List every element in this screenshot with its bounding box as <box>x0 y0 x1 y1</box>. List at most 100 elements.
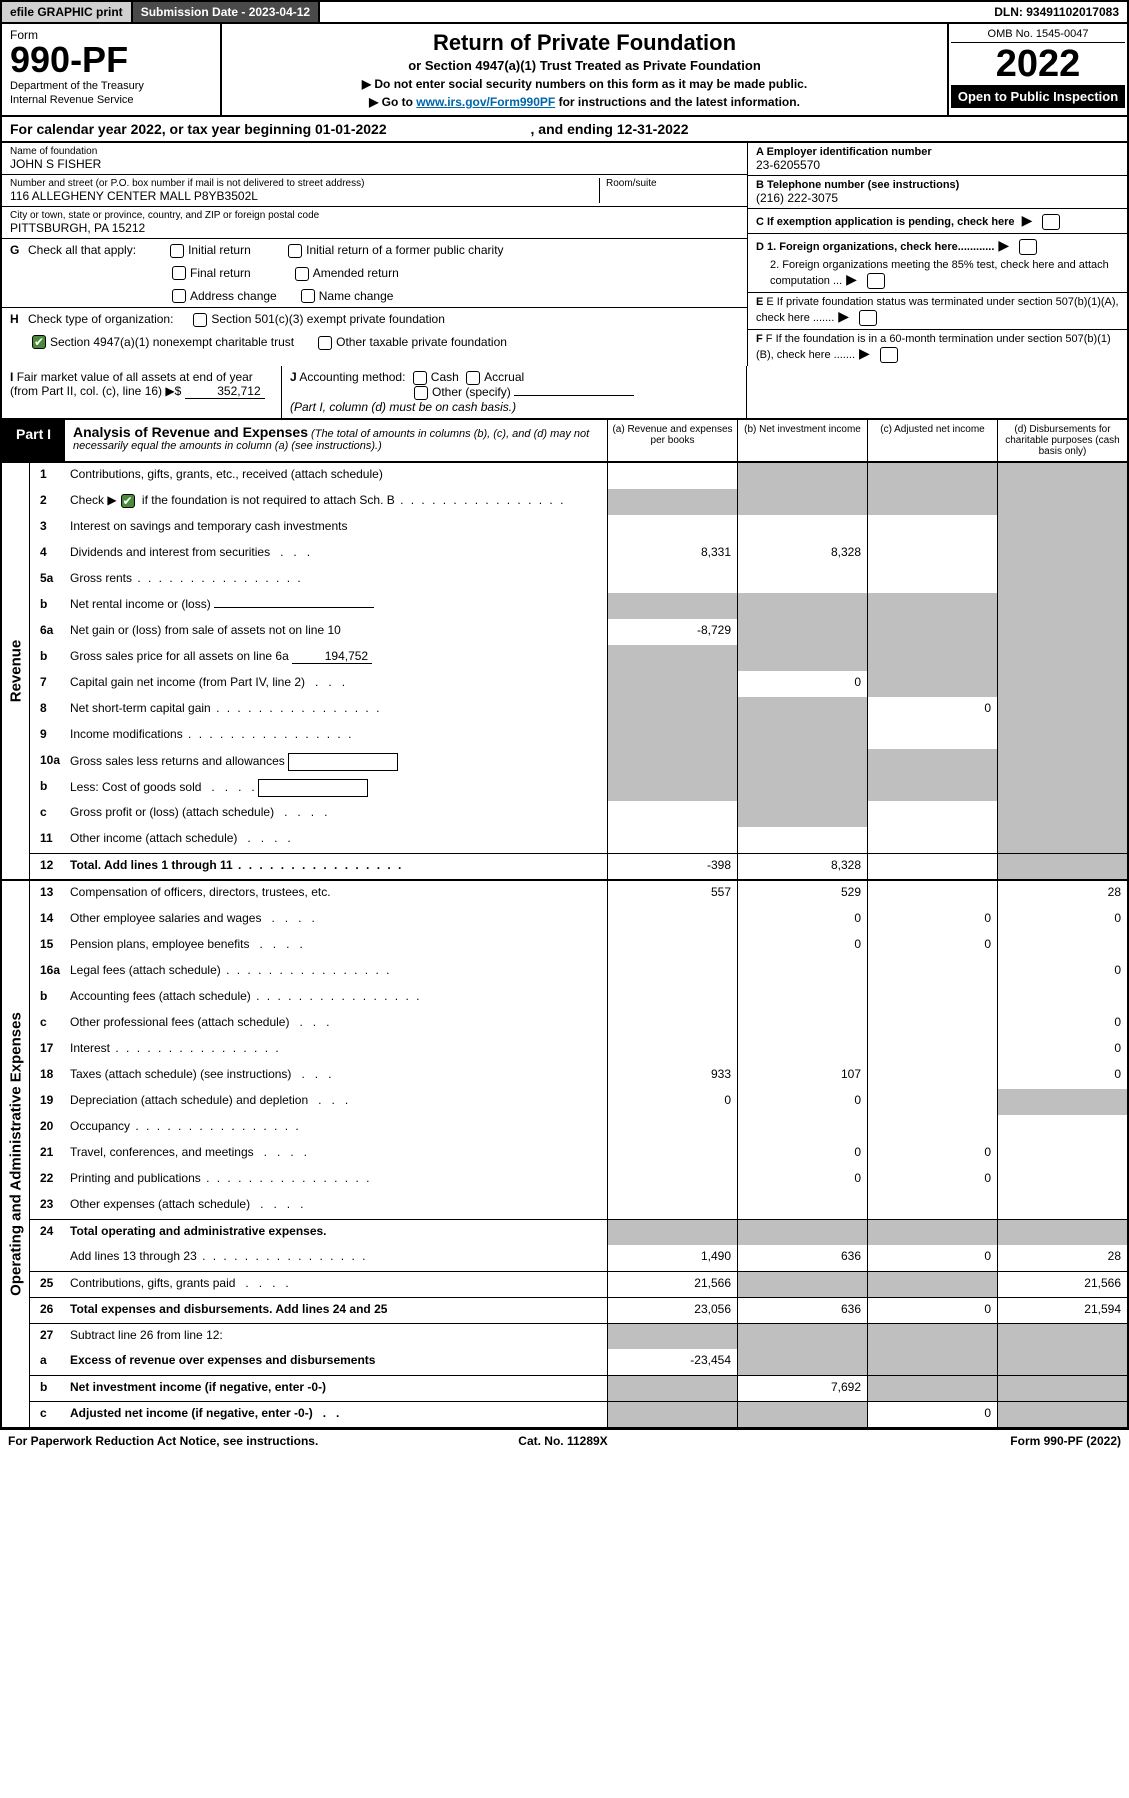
line-27a: aExcess of revenue over expenses and dis… <box>30 1349 1127 1375</box>
accounting-method-cell: J Accounting method: Cash Accrual Other … <box>282 366 747 418</box>
form-subtitle: or Section 4947(a)(1) Trust Treated as P… <box>232 58 937 73</box>
checkbox-other-method[interactable] <box>414 386 428 400</box>
input-10b[interactable] <box>258 779 368 797</box>
expenses-side-label: Operating and Administrative Expenses <box>2 881 30 1427</box>
c-exemption-cell: C If exemption application is pending, c… <box>748 209 1127 234</box>
form-title: Return of Private Foundation <box>232 30 937 56</box>
checkbox-amended[interactable] <box>295 267 309 281</box>
line-1: 1Contributions, gifts, grants, etc., rec… <box>30 463 1127 489</box>
form-note-2: ▶ Go to www.irs.gov/Form990PF for instru… <box>232 95 937 109</box>
line-13: 13Compensation of officers, directors, t… <box>30 881 1127 907</box>
checkbox-d2[interactable] <box>867 273 885 289</box>
expenses-table: Operating and Administrative Expenses 13… <box>0 881 1129 1429</box>
part1-header: Part I Analysis of Revenue and Expenses … <box>0 420 1129 463</box>
checkbox-schB[interactable]: ✔ <box>121 494 135 508</box>
revenue-table: Revenue 1Contributions, gifts, grants, e… <box>0 463 1129 881</box>
line-11: 11Other income (attach schedule) . . . . <box>30 827 1127 853</box>
line-2: 2Check ▶✔ if the foundation is not requi… <box>30 489 1127 515</box>
open-inspection: Open to Public Inspection <box>951 85 1125 108</box>
footer-cat: Cat. No. 11289X <box>518 1434 607 1448</box>
checkbox-d1[interactable] <box>1019 239 1037 255</box>
checkbox-final-return[interactable] <box>172 266 186 280</box>
room-suite-label: Room/suite <box>606 178 739 189</box>
col-c-header: (c) Adjusted net income <box>867 420 997 461</box>
col-a-header: (a) Revenue and expenses per books <box>607 420 737 461</box>
form-note-1: ▶ Do not enter social security numbers o… <box>232 77 937 91</box>
e-terminated-cell: E E If private foundation status was ter… <box>748 293 1127 330</box>
irs-link[interactable]: www.irs.gov/Form990PF <box>416 95 555 109</box>
line-27: 27Subtract line 26 from line 12: <box>30 1323 1127 1349</box>
line-18: 18Taxes (attach schedule) (see instructi… <box>30 1063 1127 1089</box>
i-j-row: I Fair market value of all assets at end… <box>0 366 1129 420</box>
checkbox-f[interactable] <box>880 347 898 363</box>
form-header: Form 990-PF Department of the Treasury I… <box>0 24 1129 117</box>
line-26: 26Total expenses and disbursements. Add … <box>30 1297 1127 1323</box>
line-15: 15Pension plans, employee benefits . . .… <box>30 933 1127 959</box>
line-8: 8Net short-term capital gain0 <box>30 697 1127 723</box>
line-16a: 16aLegal fees (attach schedule)0 <box>30 959 1127 985</box>
line-22: 22Printing and publications00 <box>30 1167 1127 1193</box>
col-d-header: (d) Disbursements for charitable purpose… <box>997 420 1127 461</box>
line-6b: bGross sales price for all assets on lin… <box>30 645 1127 671</box>
dln-number: DLN: 93491102017083 <box>986 2 1127 22</box>
dept-irs: Internal Revenue Service <box>10 94 212 106</box>
footer-left: For Paperwork Reduction Act Notice, see … <box>8 1434 318 1448</box>
year-box: OMB No. 1545-0047 2022 Open to Public In… <box>947 24 1127 115</box>
line-23: 23Other expenses (attach schedule) . . .… <box>30 1193 1127 1219</box>
line-27b: bNet investment income (if negative, ent… <box>30 1375 1127 1401</box>
calendar-year-row: For calendar year 2022, or tax year begi… <box>0 117 1129 143</box>
input-10a[interactable] <box>288 753 398 771</box>
efile-print-button[interactable]: efile GRAPHIC print <box>2 2 133 22</box>
line-5b: bNet rental income or (loss) <box>30 593 1127 619</box>
fmv-cell: I Fair market value of all assets at end… <box>2 366 282 418</box>
line-9: 9Income modifications <box>30 723 1127 749</box>
checkbox-other-taxable[interactable] <box>318 336 332 350</box>
checkbox-c[interactable] <box>1042 214 1060 230</box>
col-b-header: (b) Net investment income <box>737 420 867 461</box>
line-3: 3Interest on savings and temporary cash … <box>30 515 1127 541</box>
line-25: 25Contributions, gifts, grants paid . . … <box>30 1271 1127 1297</box>
checkbox-name-change[interactable] <box>301 289 315 303</box>
tax-year: 2022 <box>951 43 1125 85</box>
dept-treasury: Department of the Treasury <box>10 80 212 92</box>
checkbox-e[interactable] <box>859 310 877 326</box>
line-5a: 5aGross rents <box>30 567 1127 593</box>
city-cell: City or town, state or province, country… <box>2 207 747 239</box>
line-4: 4Dividends and interest from securities … <box>30 541 1127 567</box>
f-spacer <box>747 366 1127 418</box>
identification-block: Name of foundation JOHN S FISHER Number … <box>0 143 1129 366</box>
checkbox-4947a1[interactable]: ✔ <box>32 335 46 349</box>
line-10c: cGross profit or (loss) (attach schedule… <box>30 801 1127 827</box>
line-21: 21Travel, conferences, and meetings . . … <box>30 1141 1127 1167</box>
line-17: 17Interest0 <box>30 1037 1127 1063</box>
phone-cell: B Telephone number (see instructions) (2… <box>748 176 1127 209</box>
checkbox-address-change[interactable] <box>172 289 186 303</box>
line-10b: bLess: Cost of goods sold . . . . <box>30 775 1127 801</box>
f-60month-cell: F F If the foundation is in a 60-month t… <box>748 330 1127 366</box>
column-headers: (a) Revenue and expenses per books (b) N… <box>607 420 1127 461</box>
line-14: 14Other employee salaries and wages . . … <box>30 907 1127 933</box>
top-bar: efile GRAPHIC print Submission Date - 20… <box>0 0 1129 24</box>
footer-form: Form 990-PF (2022) <box>1010 1434 1121 1448</box>
part1-tag: Part I <box>2 420 65 461</box>
d-foreign-cell: D 1. Foreign organizations, check here..… <box>748 234 1127 293</box>
line-6a: 6aNet gain or (loss) from sale of assets… <box>30 619 1127 645</box>
checkbox-cash[interactable] <box>413 371 427 385</box>
submission-date: Submission Date - 2023-04-12 <box>133 2 320 22</box>
foundation-name-cell: Name of foundation JOHN S FISHER <box>2 143 747 175</box>
checkbox-initial-former[interactable] <box>288 244 302 258</box>
line-7: 7Capital gain net income (from Part IV, … <box>30 671 1127 697</box>
page-footer: For Paperwork Reduction Act Notice, see … <box>0 1429 1129 1452</box>
form-number: 990-PF <box>10 42 212 78</box>
part1-desc: Analysis of Revenue and Expenses (The to… <box>65 420 607 461</box>
checkbox-accrual[interactable] <box>466 371 480 385</box>
checkbox-initial-return[interactable] <box>170 244 184 258</box>
address-cell: Number and street (or P.O. box number if… <box>2 175 747 207</box>
revenue-side-label: Revenue <box>2 463 30 879</box>
ein-cell: A Employer identification number 23-6205… <box>748 143 1127 176</box>
form-number-box: Form 990-PF Department of the Treasury I… <box>2 24 222 115</box>
line-10a: 10aGross sales less returns and allowanc… <box>30 749 1127 775</box>
line-16b: bAccounting fees (attach schedule) <box>30 985 1127 1011</box>
line-12: 12Total. Add lines 1 through 11-3988,328 <box>30 853 1127 879</box>
checkbox-501c3[interactable] <box>193 313 207 327</box>
